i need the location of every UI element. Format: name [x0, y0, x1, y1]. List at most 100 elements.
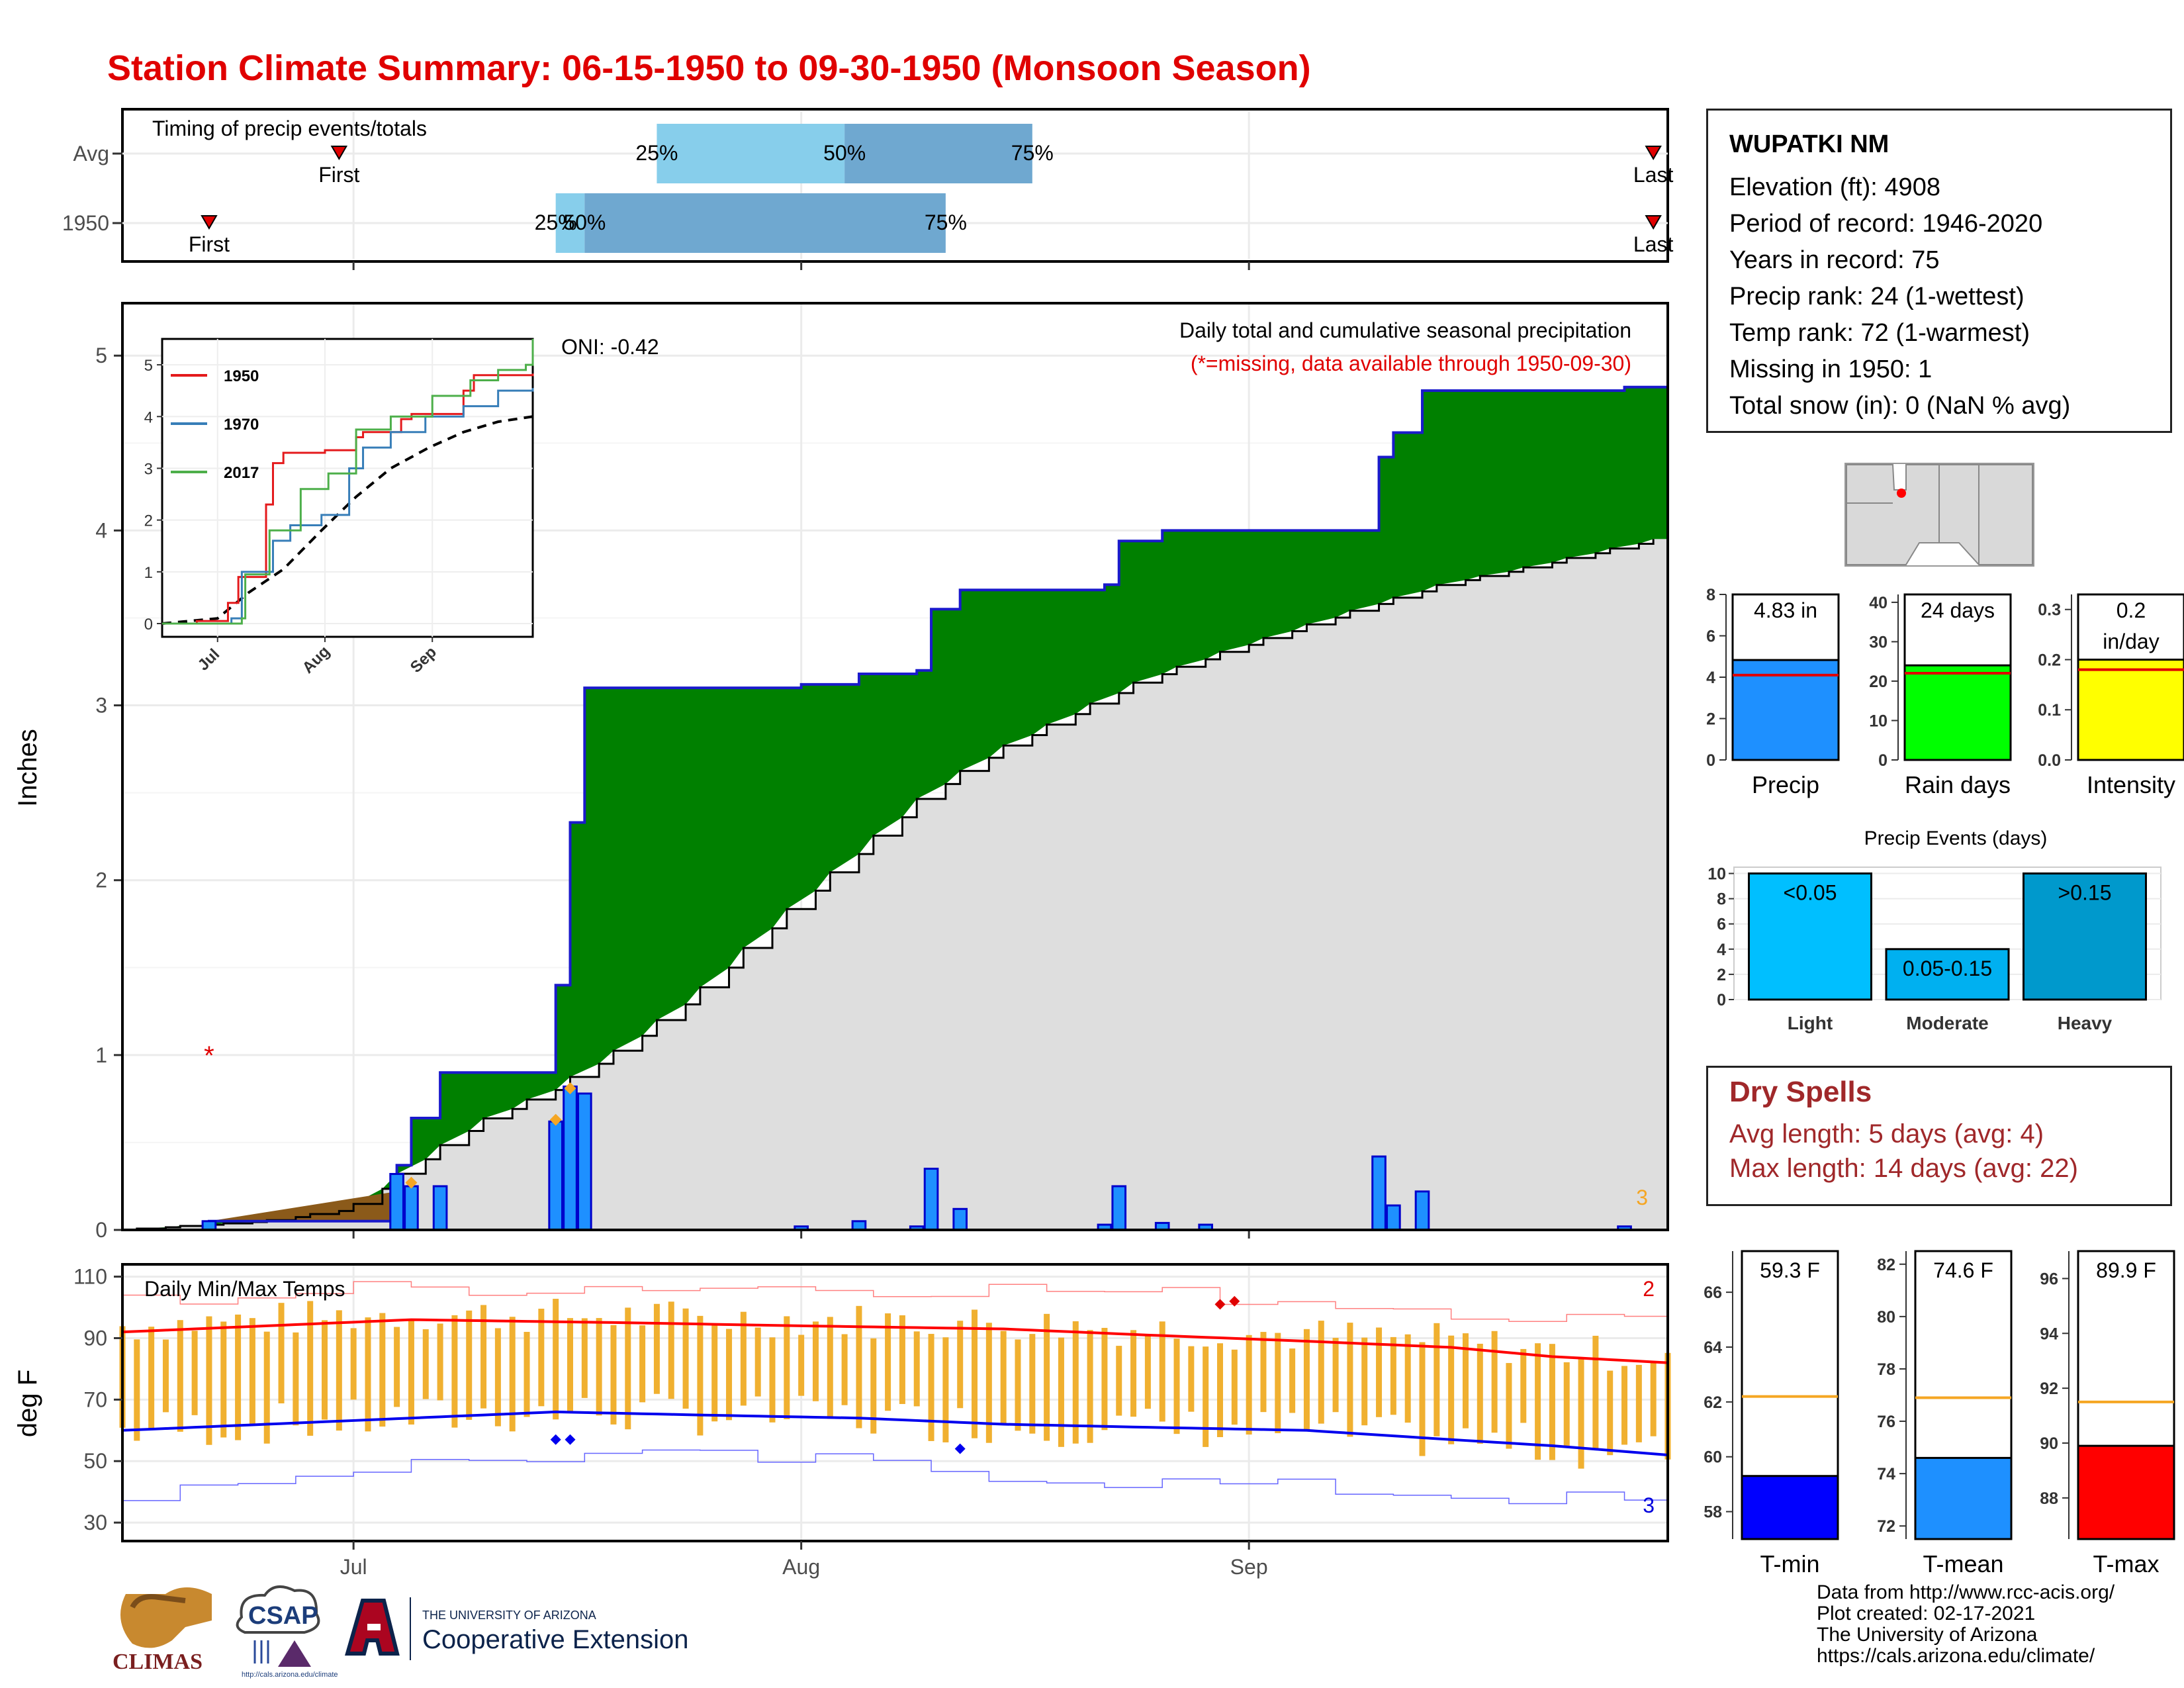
- events-ytick-label: 6: [1717, 915, 1726, 934]
- daily-temp-bar: [1404, 1334, 1411, 1423]
- tempbar-value-label: 89.9 F: [2096, 1258, 2156, 1282]
- daily-temp-bar: [1491, 1331, 1498, 1433]
- map-state-borders: [1846, 465, 1979, 565]
- events-ytick-label: 0: [1717, 991, 1726, 1009]
- daily-precip-bar: [576, 1092, 592, 1231]
- tempbar-ytick-label: 58: [1704, 1503, 1722, 1522]
- daily-precip-bar: [1371, 1155, 1387, 1231]
- events-bar-label: >0.15: [2058, 881, 2112, 905]
- tempbar-value-label: 74.6 F: [1933, 1258, 1993, 1282]
- record-max-line: [122, 1281, 1668, 1322]
- credit-url: https://cals.arizona.edu/climate/: [1817, 1645, 2095, 1667]
- timing-last-marker: [1645, 146, 1662, 160]
- inset-line-2017: [162, 339, 534, 625]
- tempbar-name: T-max: [2093, 1550, 2159, 1577]
- summary-ytick-label: 0.2: [2038, 651, 2061, 669]
- summary-bar-name: Precip: [1752, 771, 1819, 798]
- precip-ytick-label: 5: [95, 344, 107, 367]
- chart-title: Station Climate Summary: 06-15-1950 to 0…: [107, 48, 1311, 88]
- daily-temp-bar: [278, 1303, 285, 1404]
- daily-temp-bar: [1462, 1333, 1469, 1429]
- daily-temp-bar: [1275, 1333, 1281, 1434]
- station-info-box: WUPATKI NM Elevation (ft): 4908 Period o…: [1706, 109, 2172, 433]
- daily-temp-bar: [1044, 1313, 1050, 1441]
- daily-temp-bar: [206, 1316, 212, 1445]
- station-location-dot: [1897, 489, 1906, 498]
- summary-ytick-label: 0.0: [2038, 751, 2061, 770]
- events-ytick-label: 4: [1717, 941, 1726, 959]
- events-category-label: Light: [1788, 1013, 1833, 1033]
- oni-label: ONI: -0.42: [561, 335, 659, 359]
- timing-p75-label: 75%: [925, 211, 967, 234]
- tempbar-value-label: 59.3 F: [1760, 1258, 1820, 1282]
- events-title: Precip Events (days): [1864, 827, 2048, 849]
- daily-temp-bar: [639, 1325, 646, 1403]
- climas-logo: CLIMAS: [113, 1587, 212, 1674]
- daily-temp-bar: [1087, 1330, 1093, 1443]
- record-precip-marker: [549, 1113, 562, 1126]
- daily-temp-bar: [1130, 1330, 1137, 1417]
- precip-title: Daily total and cumulative seasonal prec…: [1179, 318, 1631, 342]
- credit-university: The University of Arizona: [1817, 1624, 2038, 1646]
- daily-temp-bar: [885, 1313, 891, 1411]
- precip-subtitle: (*=missing, data available through 1950-…: [1191, 352, 1631, 375]
- daily-temp-bar: [1318, 1321, 1324, 1424]
- temp-ylabel: deg F: [13, 1370, 42, 1437]
- inset-ytick-label: 0: [144, 616, 153, 633]
- daily-temp-bar: [1029, 1334, 1036, 1434]
- daily-temp-bar: [1332, 1337, 1339, 1413]
- timing-p50-label: 50%: [563, 211, 606, 234]
- dry-spells-box: Dry Spells Avg length: 5 days (avg: 4) M…: [1706, 1066, 2172, 1206]
- timing-label: Timing of precip events/totals: [152, 117, 427, 140]
- daily-temp-bar: [365, 1317, 371, 1432]
- summary-ytick-label: 8: [1706, 586, 1715, 604]
- daily-temp-bar: [1217, 1343, 1224, 1438]
- temp-xtick-label: Aug: [782, 1555, 820, 1579]
- daily-temp-bar: [1246, 1335, 1252, 1435]
- daily-temp-bar: [293, 1332, 299, 1426]
- daily-precip-bar: [563, 1085, 578, 1231]
- station-name: WUPATKI NM: [1729, 130, 1889, 158]
- daily-temp-bar: [581, 1318, 588, 1398]
- logos: CLIMAS CSAP http://cals.arizona.edu/clim…: [113, 1585, 688, 1679]
- tempbar-t-max: [2077, 1444, 2175, 1540]
- events-bar-label: <0.05: [1784, 881, 1837, 905]
- summary-bar-name: Rain days: [1905, 771, 2011, 798]
- summary-value-label: 0.2: [2116, 598, 2146, 622]
- events-bar-light: [1748, 872, 1872, 1001]
- daily-temp-bar: [1361, 1337, 1368, 1426]
- credit-plot-created: Plot created: 02-17-2021: [1817, 1603, 2036, 1624]
- daily-temp-bar: [538, 1309, 545, 1407]
- daily-temp-bar: [1635, 1364, 1642, 1442]
- temp-ytick-label: 110: [73, 1265, 107, 1289]
- inset-legend-label: 1970: [224, 416, 259, 434]
- timing-bar-25-50: [555, 193, 585, 253]
- daily-precip-bar: [432, 1185, 448, 1231]
- precip-ytick-label: 2: [95, 868, 107, 892]
- record-low-marker: [550, 1434, 561, 1445]
- summary-ytick-label: 10: [1869, 712, 1888, 730]
- avg-cumulative-line: [122, 539, 1655, 1231]
- timing-last-marker: [1645, 215, 1662, 230]
- timing-bar-50-75: [584, 193, 946, 253]
- timing-first-marker: [330, 146, 348, 160]
- timing-row-label: Avg: [73, 142, 109, 165]
- daily-temp-bar: [1520, 1348, 1527, 1423]
- daily-temp-bar: [985, 1323, 992, 1443]
- events-ytick-label: 10: [1707, 865, 1726, 884]
- credits: Data from http://www.rcc-acis.org/ Plot …: [1817, 1582, 2115, 1667]
- daily-temp-bar: [1448, 1335, 1455, 1444]
- events-bar-heavy: [2023, 872, 2147, 1001]
- daily-precip-bar: [1111, 1185, 1127, 1231]
- daily-temp-bar: [422, 1329, 429, 1399]
- daily-temp-bar: [784, 1316, 790, 1419]
- tempbar-name: T-min: [1760, 1550, 1820, 1577]
- daily-temp-bar: [1144, 1335, 1151, 1409]
- record-high-marker: [1229, 1295, 1240, 1307]
- daily-temp-bar: [1506, 1363, 1512, 1449]
- temp-ytick-label: 50: [83, 1449, 107, 1473]
- daily-temp-bar: [1015, 1339, 1021, 1431]
- daily-temp-bar: [307, 1301, 314, 1436]
- daily-temp-bar: [1260, 1332, 1267, 1413]
